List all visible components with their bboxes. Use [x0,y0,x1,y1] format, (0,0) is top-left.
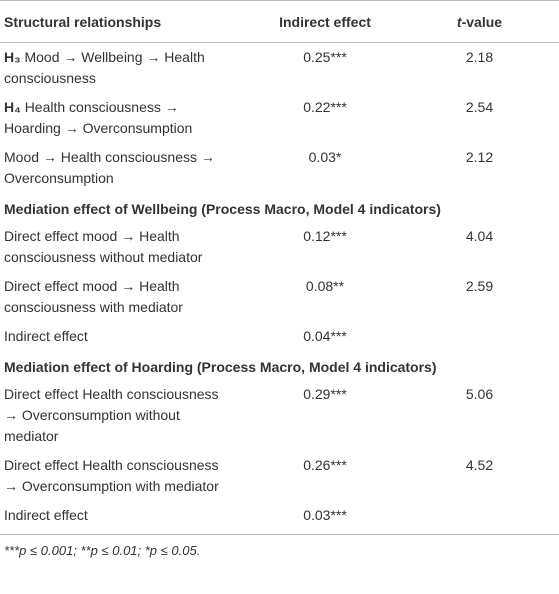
label-text: Health consciousness → Hoarding → Overco… [4,99,193,136]
table-row: Direct effect Health consciousness → Ove… [0,451,559,501]
t-value: 5.06 [465,386,494,402]
t-cell: 2.54 [400,93,559,143]
effect-cell: 0.03* [308,149,342,165]
effect-cell: 0.22*** [303,99,347,115]
hypothesis: H₃ [4,49,21,65]
label-wrap: H₄ Health consciousness → Hoarding → Ove… [4,97,229,139]
t-value: 2.54 [465,99,494,115]
t-cell: 2.18 [400,43,559,94]
table-row: H₃ Mood → Wellbeing → Health consciousne… [0,43,559,94]
hypothesis: H₄ [4,99,21,115]
t-value: 2.18 [465,49,494,65]
effect-cell: 0.29*** [303,386,347,402]
label-text: Direct effect mood → Health consciousnes… [4,278,183,315]
t-cell: 5.06 [400,380,559,451]
t-value: 4.04 [465,228,494,244]
header-row: Structural relationships Indirect effect… [0,0,559,43]
label-wrap: Direct effect Health consciousness → Ove… [4,455,229,497]
t-cell: 4.52 [400,451,559,501]
label-text: Direct effect mood → Health consciousnes… [4,228,203,265]
t-cell [400,322,559,351]
label-text: Direct effect Health consciousness → Ove… [4,457,219,494]
table-row: Direct effect mood → Health consciousnes… [0,222,559,272]
footnote: ***p ≤ 0.001; **p ≤ 0.01; *p ≤ 0.05. [4,543,201,558]
t-cell: 2.59 [400,272,559,322]
table-row: Mediation effect of Hoarding (Process Ma… [0,351,559,380]
label-cell: H₄ Health consciousness → Hoarding → Ove… [0,93,250,143]
table-row: Direct effect mood → Health consciousnes… [0,272,559,322]
label-cell: Indirect effect [0,322,250,351]
t-cell: 4.04 [400,222,559,272]
label-cell: Direct effect mood → Health consciousnes… [0,222,250,272]
table-row: Mediation effect of Wellbeing (Process M… [0,193,559,222]
header-italic: t [456,14,462,30]
label-cell: Direct effect mood → Health consciousnes… [0,272,250,322]
label-wrap: Indirect effect [4,326,229,347]
label-text: Indirect effect [4,328,88,344]
t-value: 4.52 [465,457,494,473]
label-cell: Direct effect Health consciousness → Ove… [0,380,250,451]
table-row: Indirect effect 0.04*** [0,322,559,351]
label-wrap: Mood → Health consciousness → Overconsum… [4,147,229,189]
table-row: Indirect effect 0.03*** [0,501,559,535]
label-wrap: Indirect effect [4,505,229,526]
results-table: Structural relationships Indirect effect… [0,0,559,535]
section-cell: Mediation effect of Wellbeing (Process M… [4,201,441,217]
label-text: Direct effect Health consciousness → Ove… [4,386,219,444]
label-text: Indirect effect [4,507,88,523]
effect-cell: 0.12*** [303,228,347,244]
label-cell: H₃ Mood → Wellbeing → Health consciousne… [0,43,250,94]
table-row: Direct effect Health consciousness → Ove… [0,380,559,451]
label-wrap: Direct effect mood → Health consciousnes… [4,226,229,268]
header-cell: Indirect effect [250,0,400,43]
table-row: Mood → Health consciousness → Overconsum… [0,143,559,193]
effect-cell: 0.25*** [303,49,347,65]
label-text: Mood → Health consciousness → Overconsum… [4,149,215,186]
label-wrap: H₃ Mood → Wellbeing → Health consciousne… [4,47,229,89]
effect-cell: 0.04*** [303,328,347,344]
t-value: 2.12 [465,149,494,165]
label-wrap: Direct effect Health consciousness → Ove… [4,384,229,447]
t-cell: 2.12 [400,143,559,193]
label-cell: Mood → Health consciousness → Overconsum… [0,143,250,193]
effect-cell: 0.03*** [250,501,400,535]
table-row: H₄ Health consciousness → Hoarding → Ove… [0,93,559,143]
header-cell: Structural relationships [0,0,250,43]
effect-cell: 0.26*** [303,457,347,473]
t-cell [400,501,559,535]
label-text: Mood → Wellbeing → Health consciousness [4,49,205,86]
label-cell: Indirect effect [0,501,250,535]
label-wrap: Direct effect mood → Health consciousnes… [4,276,229,318]
section-cell: Mediation effect of Hoarding (Process Ma… [4,359,437,375]
header-rest: -value [461,14,503,30]
t-value: 2.59 [465,278,494,294]
header-cell: t-value [400,0,559,43]
label-cell: Direct effect Health consciousness → Ove… [0,451,250,501]
effect-cell: 0.08** [305,278,345,294]
